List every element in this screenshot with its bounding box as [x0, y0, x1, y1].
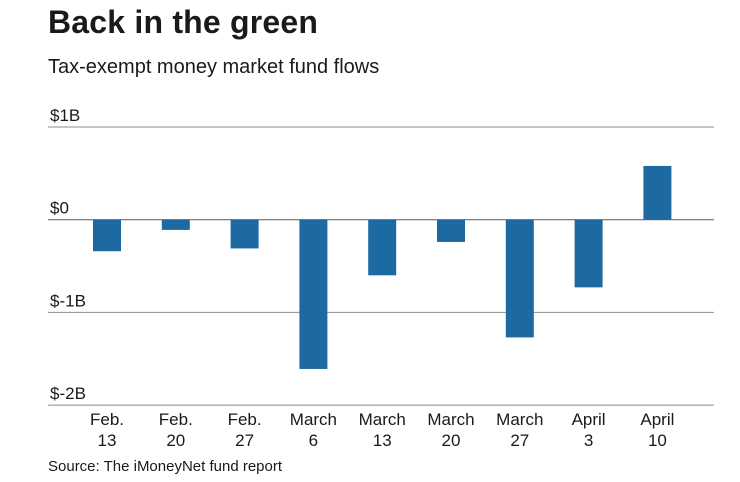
bar [93, 219, 121, 252]
bar [368, 219, 397, 276]
chart-subtitle: Tax-exempt money market fund flows [48, 56, 380, 78]
bar [437, 219, 465, 242]
x-tick-label-month: March [290, 410, 337, 429]
x-tick-label-day: 27 [235, 431, 254, 450]
x-tick-label-day: 10 [648, 431, 667, 450]
bar [574, 219, 603, 288]
y-tick-label: $1B [50, 106, 80, 125]
x-tick-label-month: April [640, 410, 674, 429]
bars [93, 165, 672, 369]
category-labels: Feb. 13 Feb. 20 Feb. 27 March 6 March 13 March 20 Ma… [90, 410, 674, 450]
y-tick-label: $0 [50, 199, 69, 218]
x-tick-label-day: 6 [309, 431, 318, 450]
y-tick-label: $-2B [50, 384, 86, 403]
x-tick-label-month: March [427, 410, 474, 429]
x-tick-label-day: 20 [166, 431, 185, 450]
bar [505, 219, 534, 338]
x-tick-label-day: 13 [98, 431, 117, 450]
x-tick-label-month: March [496, 410, 543, 429]
bar [161, 219, 190, 230]
bar [299, 219, 328, 369]
source-note: Source: The iMoneyNet fund report [48, 458, 283, 475]
chart-title: Back in the green [48, 4, 319, 40]
x-tick-label-day: 13 [373, 431, 392, 450]
x-tick-label-month: Feb. [159, 410, 193, 429]
x-tick-label-day: 20 [442, 431, 461, 450]
x-tick-label-month: April [572, 410, 606, 429]
tick-labels: $1B $0 $-1B $-2B [50, 106, 86, 403]
x-tick-label-month: Feb. [228, 410, 262, 429]
x-tick-label-month: March [359, 410, 406, 429]
y-tick-label: $-1B [50, 291, 86, 310]
x-tick-label-month: Feb. [90, 410, 124, 429]
bar [230, 219, 259, 249]
x-tick-label-day: 3 [584, 431, 593, 450]
x-tick-label-day: 27 [510, 431, 529, 450]
bar [643, 165, 672, 220]
